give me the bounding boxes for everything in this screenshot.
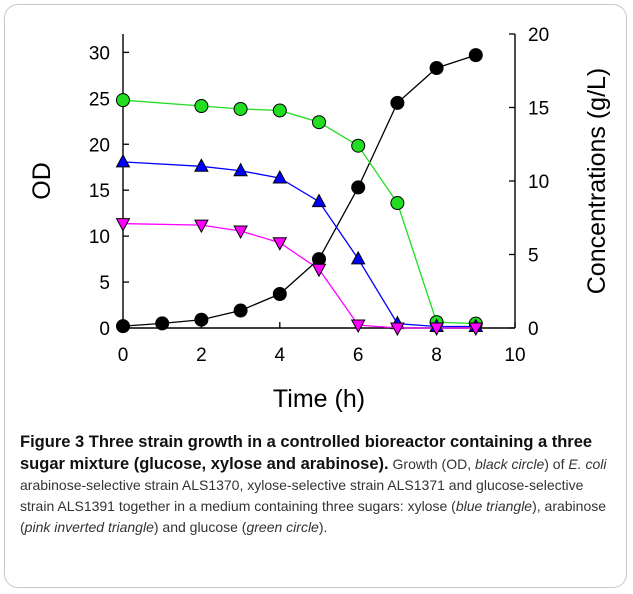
y-right-tick-label: 15 <box>528 99 549 120</box>
data-point-circle <box>272 103 287 118</box>
data-point-circle <box>390 95 405 110</box>
y-left-tick-label: 0 <box>99 319 110 340</box>
data-point-triangle <box>233 162 248 177</box>
data-point-triangle <box>272 170 288 184</box>
x-tick-label: 0 <box>118 345 129 366</box>
caption-part: black circle <box>474 456 545 472</box>
data-point-circle <box>194 312 209 327</box>
y-left-tick-label: 30 <box>89 43 110 64</box>
y-left-tick-label: 10 <box>89 227 110 248</box>
data-point-circle <box>233 303 248 318</box>
y-left-tick-label: 25 <box>89 89 110 110</box>
y-right-tick-label: 10 <box>528 172 549 193</box>
data-point-inverted-triangle <box>194 219 209 234</box>
x-tick-label: 4 <box>275 345 286 366</box>
caption-part: blue triangle <box>455 498 533 514</box>
y-right-tick-label: 5 <box>528 246 539 267</box>
data-point-inverted-triangle <box>390 322 405 337</box>
data-point-inverted-triangle <box>233 225 248 240</box>
caption-part: green circle <box>246 519 319 535</box>
y-left-tick-label: 5 <box>99 273 110 294</box>
data-point-inverted-triangle <box>350 319 366 334</box>
data-point-triangle <box>194 158 209 172</box>
caption-part: E. coli <box>568 456 607 472</box>
data-point-circle <box>155 316 170 331</box>
data-point-circle <box>351 180 366 195</box>
data-point-inverted-triangle <box>468 322 484 337</box>
y-left-tick-label: 15 <box>89 181 110 202</box>
figure-caption: Figure 3 Three strain growth in a contro… <box>20 431 616 538</box>
series-line-1 <box>122 99 476 325</box>
x-tick-label: 10 <box>504 345 525 366</box>
figure-frame <box>4 4 627 588</box>
caption-body: Growth (OD, black circle) of E. coli ara… <box>20 456 606 535</box>
data-point-triangle <box>115 153 131 168</box>
y-left-tick-label: 20 <box>89 135 110 156</box>
x-tick-label: 8 <box>431 345 442 366</box>
caption-title: Figure 3 Three strain growth in a contro… <box>20 433 593 473</box>
data-point-circle <box>312 252 326 267</box>
data-point-circle <box>116 93 130 108</box>
data-point-triangle <box>311 193 327 208</box>
data-point-inverted-triangle <box>311 263 327 278</box>
data-point-inverted-triangle <box>429 322 444 337</box>
caption-part: ) of <box>544 456 569 472</box>
series-line-0 <box>122 54 477 327</box>
data-point-inverted-triangle <box>272 237 288 251</box>
caption-part: ), arabinose ( <box>20 498 607 535</box>
caption-part: ) and glucose ( <box>153 519 247 535</box>
y-axis-label-left: OD <box>28 162 56 200</box>
y-axis-label-right: Concentrations (g/L) <box>583 68 611 295</box>
data-point-circle <box>351 138 366 153</box>
data-point-circle <box>272 287 287 302</box>
y-right-tick-label: 20 <box>528 25 549 46</box>
data-point-circle <box>233 101 248 116</box>
data-point-circle <box>390 196 405 211</box>
data-point-circle <box>429 60 444 75</box>
x-tick-label: 6 <box>353 345 364 366</box>
caption-part: ). <box>318 519 328 535</box>
series-line-2 <box>122 161 476 328</box>
data-point-triangle <box>350 250 366 265</box>
data-point-circle <box>468 48 483 63</box>
x-axis-label: Time (h) <box>273 385 365 413</box>
x-tick-label: 2 <box>196 345 207 366</box>
caption-part: arabinose-selective strain ALS1370, xylo… <box>20 477 584 514</box>
data-point-circle <box>116 319 130 334</box>
data-point-circle <box>312 115 326 130</box>
y-right-tick-label: 0 <box>528 319 539 340</box>
chart-container: 0 2 4 6 8 10 0 5 10 15 20 25 30 0 5 10 15 20 Time (h) OD Con… <box>28 25 611 413</box>
caption-part: pink inverted triangle <box>24 519 154 535</box>
data-point-inverted-triangle <box>115 218 131 232</box>
data-point-circle <box>194 99 209 114</box>
caption-part: Growth (OD, <box>388 456 475 472</box>
